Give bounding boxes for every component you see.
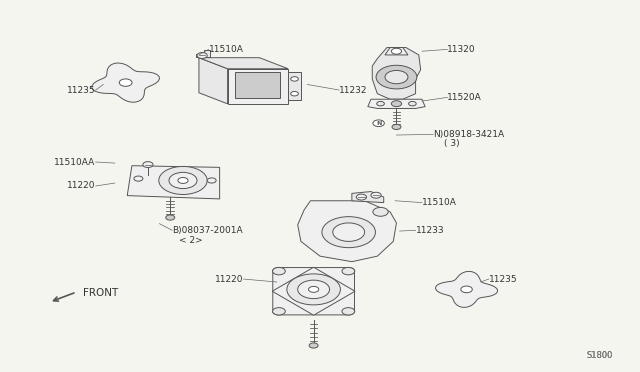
Circle shape [322, 217, 376, 248]
Text: ( 3): ( 3) [444, 139, 460, 148]
Polygon shape [288, 73, 301, 100]
Circle shape [333, 223, 365, 241]
Text: 11233: 11233 [415, 226, 444, 235]
Circle shape [298, 280, 330, 299]
Text: 11232: 11232 [339, 86, 367, 94]
Text: 11235: 11235 [67, 86, 96, 94]
Circle shape [178, 177, 188, 183]
Circle shape [287, 274, 340, 305]
Circle shape [342, 308, 355, 315]
Circle shape [385, 70, 408, 84]
Circle shape [169, 172, 197, 189]
Circle shape [376, 65, 417, 89]
Circle shape [166, 215, 175, 220]
Circle shape [197, 52, 207, 58]
Circle shape [342, 267, 355, 275]
Polygon shape [273, 267, 355, 315]
Text: S1800: S1800 [587, 351, 613, 360]
Polygon shape [298, 201, 396, 262]
Text: FRONT: FRONT [83, 288, 118, 298]
Text: 11510A: 11510A [422, 198, 457, 207]
Text: < 2>: < 2> [179, 236, 202, 245]
Circle shape [273, 267, 285, 275]
Circle shape [273, 308, 285, 315]
Circle shape [392, 48, 401, 54]
Circle shape [207, 178, 216, 183]
Circle shape [308, 286, 319, 292]
Polygon shape [368, 99, 425, 109]
Text: 11220: 11220 [67, 182, 96, 190]
Circle shape [134, 176, 143, 181]
Bar [228, 69, 288, 104]
Text: B)08037-2001A: B)08037-2001A [172, 226, 243, 235]
Bar [236, 73, 280, 98]
Circle shape [408, 102, 416, 106]
Circle shape [373, 208, 388, 216]
Circle shape [143, 161, 153, 167]
Polygon shape [127, 166, 220, 199]
Text: 11510A: 11510A [209, 45, 243, 54]
Polygon shape [92, 63, 159, 102]
Polygon shape [435, 271, 498, 307]
Polygon shape [372, 48, 420, 99]
Text: 11320: 11320 [447, 45, 476, 54]
Circle shape [373, 120, 385, 126]
Circle shape [461, 286, 472, 293]
Text: 11235: 11235 [489, 275, 518, 283]
Circle shape [309, 343, 318, 348]
Text: 11520A: 11520A [447, 93, 482, 102]
Text: S1800: S1800 [587, 351, 613, 360]
Circle shape [356, 194, 367, 200]
Polygon shape [385, 48, 408, 55]
Polygon shape [272, 267, 355, 315]
Polygon shape [196, 50, 211, 57]
Text: 11220: 11220 [215, 275, 244, 283]
Circle shape [371, 192, 381, 198]
Text: 11510AA: 11510AA [54, 157, 96, 167]
Circle shape [159, 166, 207, 195]
Circle shape [392, 124, 401, 129]
Polygon shape [352, 192, 384, 203]
Circle shape [291, 92, 298, 96]
Circle shape [291, 77, 298, 81]
Polygon shape [199, 58, 288, 69]
Text: N: N [376, 121, 381, 126]
Circle shape [377, 102, 385, 106]
Circle shape [119, 79, 132, 86]
Text: N)08918-3421A: N)08918-3421A [433, 130, 504, 139]
Circle shape [392, 101, 401, 107]
Polygon shape [199, 58, 228, 104]
